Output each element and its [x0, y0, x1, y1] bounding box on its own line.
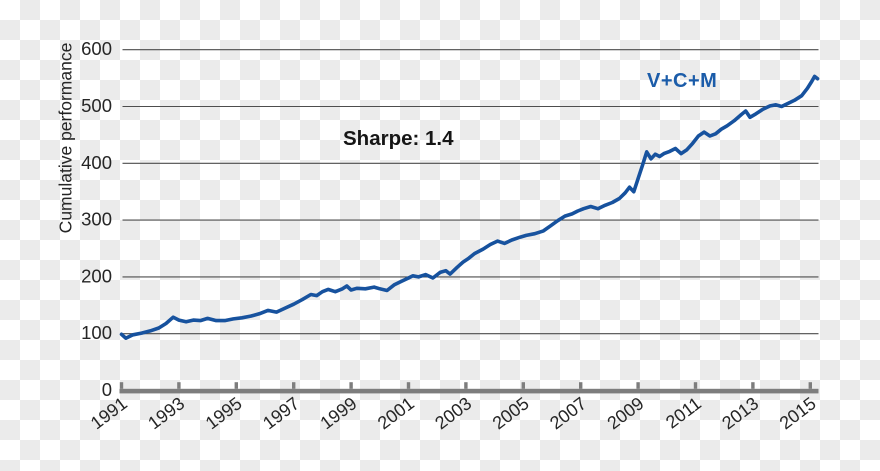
x-tick-label: 2001: [374, 393, 418, 433]
x-axis-tick: [119, 382, 124, 389]
x-axis-tick: [292, 382, 296, 389]
x-axis-tick: [579, 382, 583, 389]
x-axis-tick: [177, 382, 181, 389]
x-tick-label: 1995: [202, 393, 246, 433]
y-tick-label: 400: [81, 152, 112, 173]
x-axis-tick: [636, 382, 640, 389]
x-tick-label: 2011: [662, 393, 705, 432]
x-axis-tick: [406, 382, 411, 389]
x-tick-label: 2015: [776, 393, 820, 433]
y-tick-label: 600: [81, 38, 112, 59]
x-tick-label: 2013: [718, 393, 762, 433]
x-tick-label: 1997: [259, 393, 303, 433]
x-axis-tick: [521, 382, 525, 389]
x-axis-bar: [119, 388, 819, 394]
performance-line: [119, 74, 820, 341]
x-tick-label: 2005: [489, 393, 533, 433]
series-label: V+C+M: [647, 70, 718, 92]
x-tick-label: 1993: [144, 393, 188, 433]
y-tick-label: 0: [102, 379, 112, 400]
y-tick-label: 500: [81, 95, 112, 116]
y-tick-label: 300: [81, 209, 112, 230]
x-tick-label: 1999: [316, 393, 360, 433]
x-tick-label: 2003: [431, 393, 475, 433]
x-axis-tick: [464, 382, 468, 389]
x-axis-tick: [751, 382, 755, 389]
x-axis-tick: [693, 382, 698, 389]
x-axis-tick: [808, 382, 812, 389]
x-axis-tick: [234, 382, 238, 389]
x-tick-label: 2007: [546, 393, 590, 433]
y-tick-label: 100: [81, 322, 112, 343]
sharpe-annotation: Sharpe: 1.4: [343, 127, 454, 150]
x-axis-tick: [349, 382, 353, 389]
y-axis-title: Cumulative performance: [55, 42, 76, 234]
y-tick-label: 200: [81, 265, 112, 286]
x-tick-label: 2009: [603, 393, 647, 433]
